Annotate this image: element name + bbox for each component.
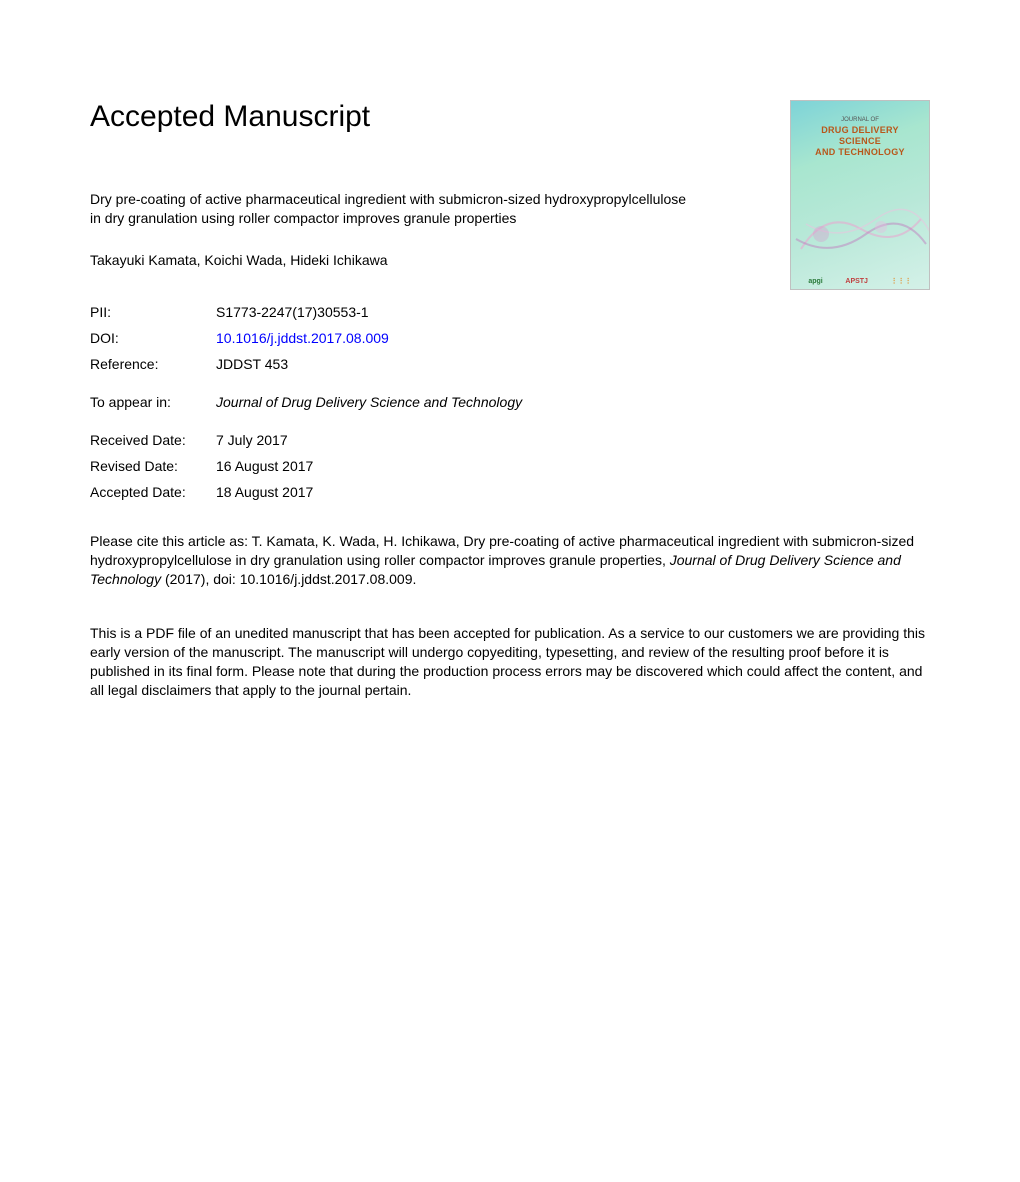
meta-row-revised: Revised Date: 16 August 2017 [90, 458, 930, 474]
cover-line-2: SCIENCE [839, 136, 881, 147]
publisher-logo-1: apgi [808, 278, 822, 285]
doi-label: DOI: [90, 330, 216, 346]
metadata-table: PII: S1773-2247(17)30553-1 DOI: 10.1016/… [90, 304, 930, 500]
received-label: Received Date: [90, 432, 216, 448]
cover-top-small: JOURNAL OF [841, 117, 879, 123]
meta-row-doi: DOI: 10.1016/j.jddst.2017.08.009 [90, 330, 930, 346]
pii-label: PII: [90, 304, 216, 320]
meta-row-pii: PII: S1773-2247(17)30553-1 [90, 304, 930, 320]
meta-row-received: Received Date: 7 July 2017 [90, 432, 930, 448]
received-value: 7 July 2017 [216, 432, 930, 448]
accepted-label: Accepted Date: [90, 484, 216, 500]
journal-cover-thumbnail: JOURNAL OF DRUG DELIVERY SCIENCE AND TEC… [790, 100, 930, 290]
reference-value: JDDST 453 [216, 356, 930, 372]
manuscript-cover-page: Accepted Manuscript JOURNAL OF DRUG DELI… [0, 0, 1020, 760]
publisher-logo-2: APSTJ [845, 278, 868, 285]
cover-line-3: AND TECHNOLOGY [815, 147, 905, 158]
revised-value: 16 August 2017 [216, 458, 930, 474]
appear-value: Journal of Drug Delivery Science and Tec… [216, 394, 930, 410]
meta-row-accepted: Accepted Date: 18 August 2017 [90, 484, 930, 500]
meta-row-appear: To appear in: Journal of Drug Delivery S… [90, 394, 930, 410]
appear-label: To appear in: [90, 394, 216, 410]
revised-label: Revised Date: [90, 458, 216, 474]
disclaimer-text: This is a PDF file of an unedited manusc… [90, 624, 930, 700]
cover-swirl-graphic [791, 189, 930, 269]
accepted-value: 18 August 2017 [216, 484, 930, 500]
cover-publisher-row: apgi APSTJ ⋮⋮⋮ [791, 277, 929, 285]
citation-text: Please cite this article as: T. Kamata, … [90, 532, 930, 589]
pii-value: S1773-2247(17)30553-1 [216, 304, 930, 320]
article-title: Dry pre-coating of active pharmaceutical… [90, 190, 690, 228]
citation-suffix: (2017), doi: 10.1016/j.jddst.2017.08.009… [161, 571, 416, 587]
meta-row-reference: Reference: JDDST 453 [90, 356, 930, 372]
doi-link[interactable]: 10.1016/j.jddst.2017.08.009 [216, 330, 930, 346]
reference-label: Reference: [90, 356, 216, 372]
cover-line-1: DRUG DELIVERY [821, 125, 899, 136]
publisher-logo-3: ⋮⋮⋮ [891, 277, 912, 285]
